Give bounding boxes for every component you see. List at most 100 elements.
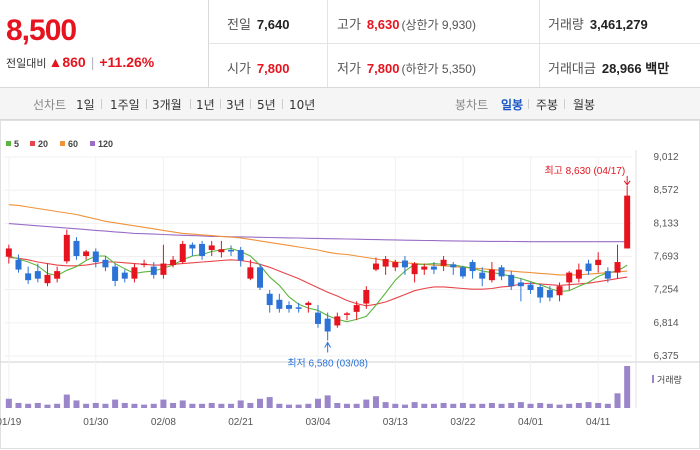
- legend-label: 20: [38, 139, 48, 149]
- volume-bar: [363, 399, 370, 408]
- candle-body: [440, 259, 447, 266]
- legend-swatch: [60, 141, 65, 146]
- amount-unit: 백만: [645, 61, 670, 76]
- x-tick-label: 03/13: [383, 417, 408, 428]
- x-tick-label: 01/30: [83, 417, 108, 428]
- volume-bar: [392, 403, 399, 408]
- candle-body: [372, 263, 379, 270]
- trade-amount: 거래대금 28,966 백만: [548, 58, 669, 77]
- prev-close-label: 전일: [227, 17, 251, 32]
- upper-limit: (상한가 9,930): [401, 18, 476, 32]
- candle-body: [556, 286, 563, 296]
- candle-body: [614, 262, 621, 273]
- high-price: 고가 8,630 (상한가 9,930): [337, 14, 476, 33]
- candle-body: [624, 195, 631, 249]
- volume-bar: [450, 403, 457, 408]
- volume-bar: [121, 402, 128, 408]
- volume-bar: [488, 402, 495, 408]
- volume-bar: [614, 393, 621, 408]
- volume-bar: [315, 398, 321, 408]
- candle-body: [228, 249, 235, 252]
- volume-bar: [218, 403, 225, 408]
- divider: [250, 99, 251, 109]
- candle-monthly[interactable]: 월봉: [573, 98, 596, 112]
- volume-bar: [546, 403, 553, 408]
- legend-swatch: [90, 141, 95, 146]
- current-price: 8,500: [6, 14, 77, 47]
- y-tick-label: 8,572: [653, 185, 678, 196]
- divider: [208, 43, 700, 44]
- candle-body: [459, 267, 466, 277]
- candle-body: [450, 264, 457, 268]
- volume-bar: [334, 402, 341, 408]
- line-chart-label: 선차트: [33, 98, 67, 112]
- volume-bar: [199, 403, 206, 408]
- candle-body: [566, 272, 573, 283]
- x-tick-label: 03/22: [450, 417, 475, 428]
- low-annotation: 최저 6,580 (03/08): [287, 358, 368, 370]
- volume-bar: [479, 403, 486, 408]
- divider: [146, 99, 147, 109]
- candle-body: [276, 299, 283, 309]
- high-label: 고가: [337, 17, 361, 32]
- legend-label: 120: [98, 139, 113, 149]
- volume-bar: [83, 403, 90, 408]
- period-3year[interactable]: 3년: [226, 98, 245, 112]
- open-value: 7,800: [256, 61, 290, 76]
- volume-bar: [112, 399, 119, 408]
- volume-bar: [382, 402, 389, 408]
- divider: [101, 99, 102, 109]
- candle-body: [34, 271, 41, 279]
- open-label: 시가: [227, 61, 251, 76]
- candle-body: [83, 251, 90, 257]
- candle-body: [295, 307, 302, 309]
- period-3month[interactable]: 3개월: [152, 98, 182, 112]
- volume-bar: [595, 402, 602, 408]
- candle-body: [257, 267, 264, 288]
- high-annotation: 최고 8,630 (04/17): [544, 165, 625, 177]
- period-10year[interactable]: 10년: [289, 98, 316, 112]
- candle-body: [324, 318, 331, 332]
- volume-bar: [537, 402, 544, 408]
- candle-daily[interactable]: 일봉: [501, 98, 524, 112]
- volume: 거래량 3,461,279: [548, 14, 648, 33]
- low-arrow-icon: [324, 341, 332, 353]
- candle-body: [5, 248, 12, 257]
- volume-bar: [189, 403, 196, 408]
- candle-body: [334, 316, 341, 326]
- candle-body: [353, 305, 360, 312]
- volume-value: 3,461,279: [589, 17, 648, 32]
- period-1week[interactable]: 1주일: [110, 98, 140, 112]
- candle-body: [150, 266, 157, 275]
- volume-bar: [131, 403, 138, 408]
- candle-body: [479, 272, 486, 279]
- candle-body: [401, 260, 408, 268]
- candle-body: [286, 305, 293, 309]
- volume-bar: [353, 403, 360, 408]
- candle-body: [305, 302, 312, 306]
- candle-body: [517, 282, 524, 287]
- candle-body: [141, 263, 148, 266]
- candle-weekly[interactable]: 주봉: [536, 98, 559, 112]
- candle-body: [54, 271, 61, 279]
- period-1year[interactable]: 1년: [196, 98, 215, 112]
- quote-header: 8,500 전일대비 ▲860 | +11.26% 전일 7,640 고가 8,630 (상…: [0, 0, 700, 88]
- prev-close-value: 7,640: [256, 17, 290, 32]
- period-1day[interactable]: 1일: [76, 98, 95, 112]
- high-arrow-icon: [623, 175, 631, 186]
- amount-value: 28,966: [601, 61, 642, 76]
- volume-bar: [73, 400, 80, 408]
- divider: [564, 99, 565, 109]
- divider: [220, 99, 221, 109]
- x-tick-label: 02/21: [228, 417, 253, 428]
- volume-bar: [266, 397, 273, 408]
- volume-bar: [247, 402, 254, 408]
- candle-body: [575, 269, 582, 279]
- ma-line-ma20: [8, 256, 628, 307]
- period-5year[interactable]: 5년: [257, 98, 276, 112]
- candle-body: [343, 313, 350, 315]
- price-box: 8,500 전일대비 ▲860 | +11.26%: [0, 0, 209, 87]
- candle-body: [179, 243, 186, 263]
- change-label: 전일대비: [6, 58, 47, 70]
- candle-body: [25, 273, 32, 281]
